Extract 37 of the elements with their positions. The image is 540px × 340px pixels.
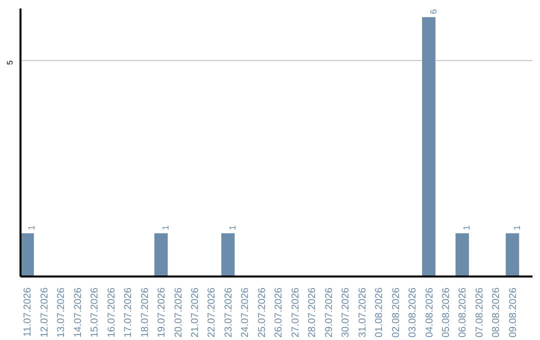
x-tick-label: 03.08.2026 — [408, 287, 419, 338]
x-tick-label: 24.07.2026 — [240, 287, 252, 338]
x-tick-label: 06.08.2026 — [458, 287, 469, 338]
x-tick-label: 23.07.2026 — [223, 287, 234, 338]
x-tick-label: 01.08.2026 — [374, 287, 386, 338]
x-tick-label: 17.07.2026 — [123, 287, 134, 338]
x-tick-label: 28.07.2026 — [307, 287, 318, 338]
x-tick-label: 05.08.2026 — [440, 287, 452, 338]
x-tick-label: 30.07.2026 — [340, 287, 352, 338]
data-label: 1 — [227, 225, 238, 230]
data-label: 1 — [160, 225, 171, 230]
x-tick-label: 18.07.2026 — [140, 287, 151, 338]
x-tick-label: 31.07.2026 — [357, 287, 368, 338]
x-tick-label: 09.08.2026 — [508, 287, 519, 338]
x-tick-label: 07.08.2026 — [474, 287, 486, 338]
x-tick-label: 15.07.2026 — [90, 287, 101, 338]
x-tick-label: 16.07.2026 — [106, 287, 118, 338]
data-label: 6 — [428, 9, 438, 14]
data-label: 1 — [462, 225, 472, 230]
x-tick-label: 22.07.2026 — [206, 287, 218, 338]
x-tick-label: 14.07.2026 — [72, 287, 84, 338]
x-tick-label: 02.08.2026 — [390, 287, 402, 338]
x-tick-label: 13.07.2026 — [56, 287, 68, 338]
x-tick-label: 08.08.2026 — [491, 287, 502, 338]
x-tick-label: 29.07.2026 — [324, 287, 335, 338]
x-tick-label: 25.07.2026 — [256, 287, 268, 338]
x-tick-label: 19.07.2026 — [156, 287, 168, 338]
x-tick-label: 21.07.2026 — [190, 287, 202, 338]
data-label: 1 — [512, 225, 522, 230]
x-tick-label: 26.07.2026 — [274, 287, 285, 338]
data-label: 1 — [26, 225, 37, 230]
x-tick-label: 27.07.2026 — [290, 287, 302, 338]
x-tick-label: 12.07.2026 — [39, 287, 50, 338]
x-tick-label: 20.07.2026 — [173, 287, 184, 338]
x-tick-label: 04.08.2026 — [424, 287, 436, 338]
y-tick-label: 5 — [6, 60, 14, 65]
x-tick-label: 11.07.2026 — [22, 287, 34, 337]
